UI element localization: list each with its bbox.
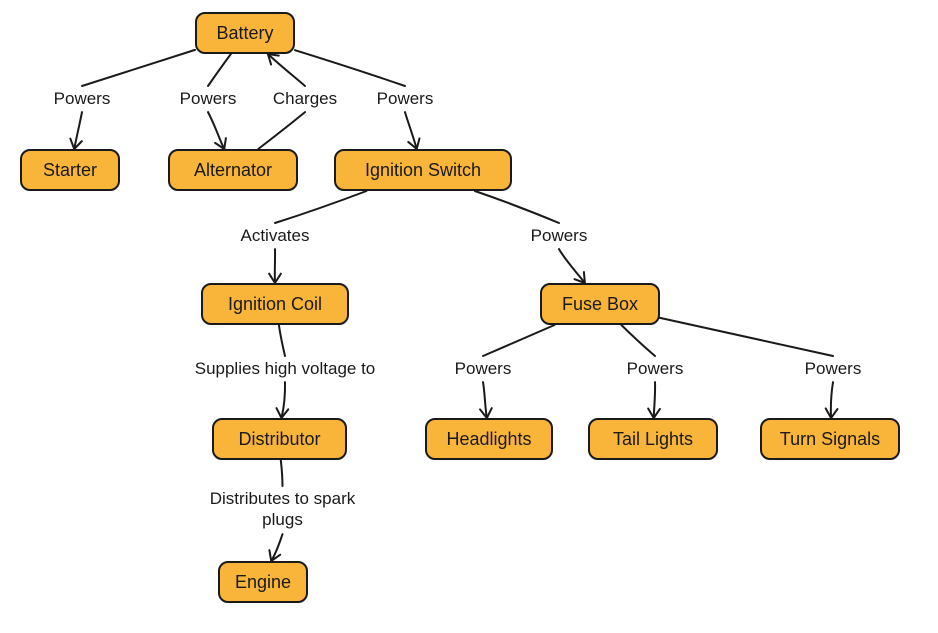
node-ignition_sw: Ignition Switch [334,149,512,191]
node-label: Turn Signals [780,429,880,450]
edge-label: Powers [438,358,528,379]
node-tail_lights: Tail Lights [588,418,718,460]
node-label: Headlights [446,429,531,450]
node-engine: Engine [218,561,308,603]
edge-label: Activates [220,225,330,246]
node-label: Alternator [194,160,272,181]
node-distributor: Distributor [212,418,347,460]
node-label: Starter [43,160,97,181]
edges-layer [0,0,938,633]
edge-label: Powers [514,225,604,246]
node-label: Engine [235,572,291,593]
edge-label: Powers [360,88,450,109]
node-turn_sig: Turn Signals [760,418,900,460]
edge-label: Supplies high voltage to [155,358,415,379]
edge-label: Powers [788,358,878,379]
edge-label: Powers [168,88,248,109]
node-fuse_box: Fuse Box [540,283,660,325]
edge-label: Distributes to spark plugs [160,488,405,531]
node-label: Ignition Coil [228,294,322,315]
node-label: Fuse Box [562,294,638,315]
edge-label: Charges [260,88,350,109]
node-battery: Battery [195,12,295,54]
diagram-canvas: Powers Powers Charges Powers Activates Powers… [0,0,938,633]
node-label: Tail Lights [613,429,693,450]
node-alternator: Alternator [168,149,298,191]
node-label: Battery [216,23,273,44]
node-label: Distributor [238,429,320,450]
node-label: Ignition Switch [365,160,481,181]
node-ign_coil: Ignition Coil [201,283,349,325]
node-headlights: Headlights [425,418,553,460]
node-starter: Starter [20,149,120,191]
edge-label: Powers [610,358,700,379]
edge-label: Powers [42,88,122,109]
